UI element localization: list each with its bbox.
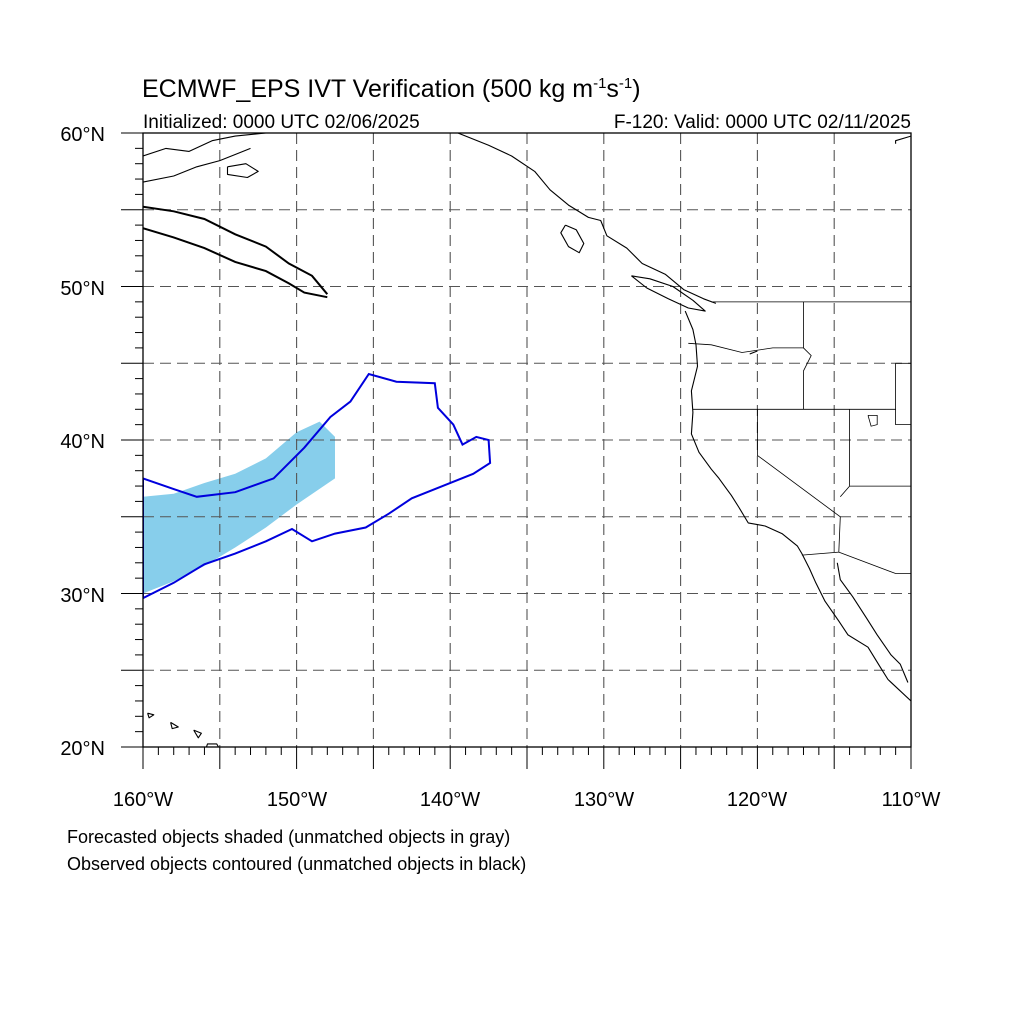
lon-label-160w: 160°W — [113, 789, 173, 811]
observed-objects — [143, 205, 492, 600]
longitude-labels: 160°W 150°W 140°W 130°W 120°W 110°W — [113, 789, 941, 811]
map-area — [143, 133, 911, 747]
political-border — [757, 409, 841, 556]
initialized-time: Initialized: 0000 UTC 02/06/2025 — [143, 112, 420, 133]
lake-outline — [867, 414, 878, 427]
coastline — [895, 135, 911, 144]
lon-label-140w: 140°W — [420, 789, 480, 811]
forecast-valid-time: F-120: Valid: 0000 UTC 02/11/2025 — [614, 112, 911, 133]
coastline — [147, 712, 155, 719]
coastline — [457, 133, 717, 304]
footnotes: Forecasted objects shaded (unmatched obj… — [67, 827, 526, 874]
lon-label-120w: 120°W — [727, 789, 787, 811]
observed-object-unmatched — [143, 205, 329, 295]
coastline — [631, 275, 706, 312]
coastline — [836, 562, 909, 683]
coastline — [560, 224, 585, 254]
coastline — [143, 133, 266, 157]
coastlines-and-borders — [143, 133, 911, 747]
lon-label-110w: 110°W — [882, 789, 941, 811]
coastline — [205, 743, 220, 747]
lat-label-30n: 30°N — [60, 585, 105, 607]
coastline — [170, 721, 179, 730]
footnote-observed: Observed objects contoured (unmatched ob… — [67, 854, 526, 874]
coastline — [226, 163, 259, 179]
axis-ticks — [121, 132, 912, 769]
political-border — [688, 342, 804, 353]
coastline — [749, 350, 758, 355]
political-border — [838, 551, 911, 574]
graticule — [143, 133, 911, 747]
observed-object-unmatched — [143, 227, 328, 299]
footnote-forecast: Forecasted objects shaded (unmatched obj… — [67, 827, 510, 847]
title-block: ECMWF_EPS IVT Verification (500 kg m-1s-… — [142, 75, 911, 133]
lat-label-40n: 40°N — [60, 431, 105, 453]
lon-label-130w: 130°W — [574, 789, 634, 811]
lat-label-20n: 20°N — [60, 738, 105, 760]
latitude-labels: 60°N 50°N 40°N 30°N 20°N — [60, 124, 105, 760]
political-border — [895, 363, 911, 426]
lat-label-60n: 60°N — [60, 124, 105, 146]
political-border — [803, 301, 812, 410]
map-title: ECMWF_EPS IVT Verification (500 kg m-1s-… — [142, 75, 641, 103]
lat-label-50n: 50°N — [60, 278, 105, 300]
political-border — [839, 409, 850, 498]
coastline — [193, 729, 202, 739]
forecast-object-matched — [143, 421, 335, 594]
lon-label-150w: 150°W — [267, 789, 327, 811]
forecast-objects — [143, 421, 335, 594]
coastline — [143, 147, 251, 183]
coastline — [684, 310, 911, 702]
observed-object-matched — [143, 372, 492, 600]
